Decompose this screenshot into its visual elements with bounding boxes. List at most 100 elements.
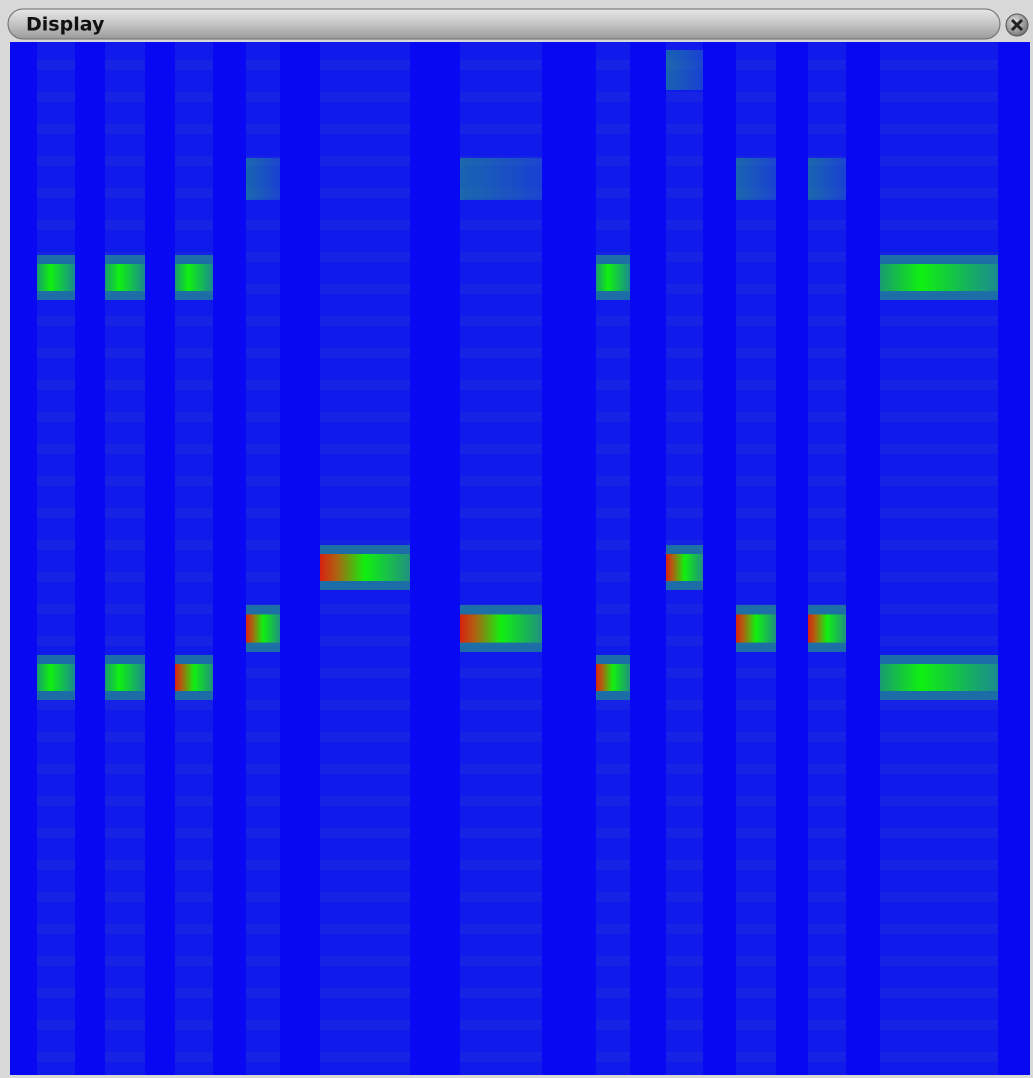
lane-stripe [175, 700, 213, 710]
lane-stripe [246, 732, 280, 742]
lane-stripe [880, 572, 998, 582]
lane-stripe [880, 732, 998, 742]
lane-stripe [175, 1020, 213, 1030]
lane-stripe [666, 636, 703, 646]
lane-stripe [320, 348, 410, 358]
lane-stripe [246, 508, 280, 518]
lane-stripe [246, 60, 280, 70]
lane-stripe [808, 284, 846, 294]
lane-stripe [736, 956, 776, 966]
window-canvas: Display [0, 0, 1033, 1078]
lane-stripe [666, 956, 703, 966]
lane-stripe [880, 988, 998, 998]
lane-stripe [37, 924, 75, 934]
lane-stripe [320, 412, 410, 422]
lane-stripe [666, 1052, 703, 1062]
lane-stripe [880, 540, 998, 550]
close-button[interactable] [1006, 14, 1028, 36]
lane-stripe [666, 316, 703, 326]
lane-stripe [880, 348, 998, 358]
lane-stripe [880, 1020, 998, 1030]
lane-stripe [736, 668, 776, 678]
lane-stripe [105, 1020, 145, 1030]
lane-stripe [666, 444, 703, 454]
lane-stripe [666, 348, 703, 358]
band-core [320, 554, 410, 581]
lane-stripe [736, 764, 776, 774]
lane-stripe [37, 156, 75, 166]
lane-stripe [666, 124, 703, 134]
lane-stripe [880, 380, 998, 390]
lane-stripe [105, 988, 145, 998]
lane-stripe [666, 188, 703, 198]
lane-stripe [460, 796, 542, 806]
lane-stripe [808, 316, 846, 326]
lane-stripe [175, 988, 213, 998]
lane-stripe [37, 380, 75, 390]
lane-stripe [175, 316, 213, 326]
lane-stripe [320, 220, 410, 230]
band-core [246, 614, 280, 642]
lane-stripe [37, 412, 75, 422]
lane-stripe [736, 892, 776, 902]
lane-stripe [105, 412, 145, 422]
lane-stripe [808, 732, 846, 742]
lane-stripe [320, 604, 410, 614]
lane-stripe [37, 1052, 75, 1062]
lane-stripe [666, 796, 703, 806]
lane-stripe [460, 1020, 542, 1030]
lane-stripe [246, 572, 280, 582]
lane-stripe [320, 796, 410, 806]
lane-stripe [666, 828, 703, 838]
lane-stripe [246, 1052, 280, 1062]
lane-stripe [736, 60, 776, 70]
lane-stripe [105, 316, 145, 326]
lane-stripe [246, 892, 280, 902]
lane-stripe [808, 476, 846, 486]
lane-stripe [246, 796, 280, 806]
lane-stripe [808, 540, 846, 550]
lane-stripe [105, 604, 145, 614]
lane-stripe [175, 892, 213, 902]
lane-stripe [808, 348, 846, 358]
lane-stripe [460, 956, 542, 966]
lane-stripe [880, 764, 998, 774]
lane-stripe [596, 988, 630, 998]
lane-stripe [736, 732, 776, 742]
lane-stripe [736, 700, 776, 710]
lane-stripe [105, 828, 145, 838]
lane-stripe [320, 60, 410, 70]
lane-stripe [880, 892, 998, 902]
lane-stripe [460, 220, 542, 230]
lane-stripe [736, 796, 776, 806]
lane-stripe [37, 220, 75, 230]
lane-stripe [175, 956, 213, 966]
lane-stripe [460, 92, 542, 102]
lane-stripe [37, 188, 75, 198]
lane-stripe [175, 604, 213, 614]
lane-stripe [808, 892, 846, 902]
lane-stripe [37, 1020, 75, 1030]
lane-stripe [246, 252, 280, 262]
lane-stripe [808, 252, 846, 262]
lane-stripe [736, 124, 776, 134]
lane-stripe [666, 860, 703, 870]
lane-stripe [808, 124, 846, 134]
lane-stripe [808, 1052, 846, 1062]
lane-stripe [808, 572, 846, 582]
lane-stripe [175, 60, 213, 70]
lane-stripe [666, 476, 703, 486]
band-core [736, 614, 776, 642]
lane-stripe [246, 668, 280, 678]
lane-stripe [596, 444, 630, 454]
lane-stripe [246, 412, 280, 422]
lane-stripe [596, 412, 630, 422]
lane-stripe [320, 252, 410, 262]
lane-stripe [736, 572, 776, 582]
lane-stripe [246, 764, 280, 774]
lane-stripe [175, 220, 213, 230]
lane-stripe [666, 988, 703, 998]
lane-stripe [320, 956, 410, 966]
lane-stripe [246, 348, 280, 358]
lane-stripe [105, 92, 145, 102]
